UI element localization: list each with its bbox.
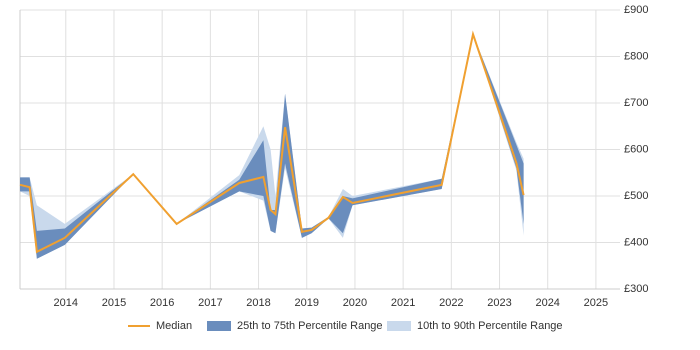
range-band — [20, 34, 524, 259]
x-tick-label: 2015 — [102, 297, 126, 309]
x-tick-label: 2025 — [584, 297, 608, 309]
y-tick-label: £900 — [624, 4, 648, 16]
x-tick-label: 2021 — [391, 297, 415, 309]
labels: £300 £400 £500 £600 £700 £800 £900 2014 2015 2016… — [54, 4, 649, 309]
x-tick-label: 2022 — [439, 297, 463, 309]
y-tick-label: £700 — [624, 97, 648, 109]
legend-label: Median — [156, 320, 192, 332]
x-tick-label: 2023 — [487, 297, 511, 309]
legend-label: 25th to 75th Percentile Range — [237, 320, 383, 332]
y-tick-label: £500 — [624, 190, 648, 202]
median-line — [19, 30, 525, 254]
lines — [19, 30, 525, 254]
y-tick-label: £300 — [624, 283, 648, 295]
x-tick-label: 2019 — [295, 297, 319, 309]
x-tick-label: 2020 — [343, 297, 367, 309]
x-tick-label: 2024 — [535, 297, 559, 309]
x-tick-label: 2014 — [54, 297, 78, 309]
y-tick-label: £400 — [624, 236, 648, 248]
bands — [20, 34, 524, 259]
x-tick-label: 2016 — [150, 297, 174, 309]
x-tick-label: 2017 — [198, 297, 222, 309]
legend-swatch — [207, 321, 231, 331]
y-tick-label: £800 — [624, 50, 648, 62]
y-tick-label: £600 — [624, 143, 648, 155]
grid — [19, 9, 620, 290]
legend-label: 10th to 90th Percentile Range — [417, 320, 563, 332]
x-tick-label: 2018 — [246, 297, 270, 309]
legend-swatch — [387, 321, 411, 331]
legend: Median 25th to 75th Percentile Range 10th … — [128, 320, 563, 332]
